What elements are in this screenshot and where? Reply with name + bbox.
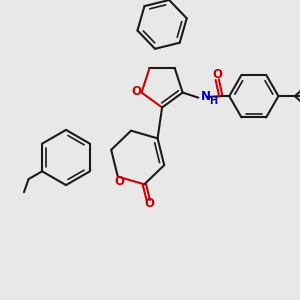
Text: O: O [212, 68, 222, 81]
Text: O: O [131, 85, 141, 98]
Text: N: N [201, 90, 211, 103]
Text: O: O [114, 175, 124, 188]
Text: O: O [144, 197, 154, 210]
Text: H: H [209, 96, 217, 106]
